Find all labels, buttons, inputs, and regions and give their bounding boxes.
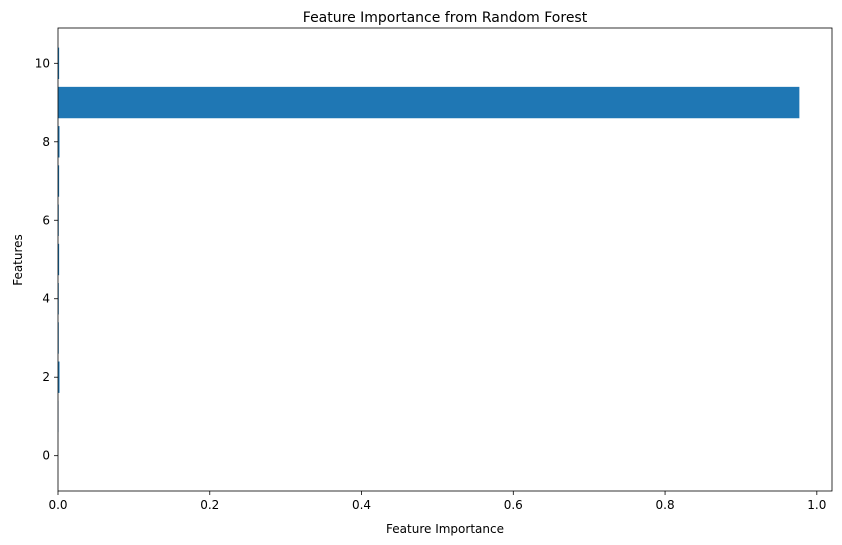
bar-feature-2 <box>58 361 60 393</box>
chart-title: Feature Importance from Random Forest <box>303 10 588 26</box>
bar-feature-8 <box>58 126 60 158</box>
bar-feature-5 <box>58 243 60 276</box>
x-tick-label: 0.0 <box>48 498 67 512</box>
x-tick-label: 1.0 <box>807 498 826 512</box>
x-tick-label: 0.2 <box>200 498 219 512</box>
x-tick-label: 0.4 <box>352 498 371 512</box>
y-tick-label: 6 <box>42 213 50 227</box>
y-tick-label: 0 <box>42 449 50 463</box>
y-tick-label: 8 <box>42 135 50 149</box>
y-tick-label: 2 <box>42 370 50 384</box>
x-tick-label: 0.6 <box>504 498 523 512</box>
bar-feature-10 <box>58 47 60 80</box>
y-axis-ticks: 0 2 4 6 8 10 <box>35 56 58 463</box>
x-axis-label: Feature Importance <box>386 522 504 536</box>
plot-frame <box>57 27 833 492</box>
bar-feature-7 <box>58 165 60 197</box>
bar-feature-9 <box>58 86 800 119</box>
bars-group <box>58 47 800 433</box>
x-tick-label: 0.8 <box>656 498 675 512</box>
y-axis-label: Features <box>11 234 25 286</box>
x-axis-ticks: 0.0 0.2 0.4 0.6 0.8 1.0 <box>48 491 826 512</box>
y-tick-label: 10 <box>35 56 50 70</box>
y-tick-label: 4 <box>42 292 50 306</box>
